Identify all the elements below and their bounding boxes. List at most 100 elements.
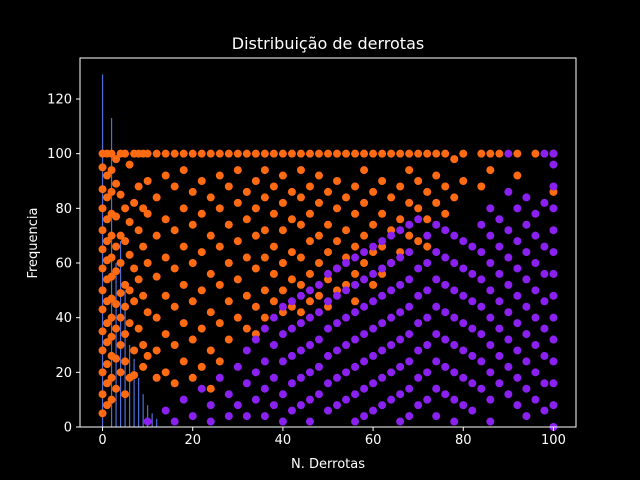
scatter-point-s1-55: [324, 324, 332, 333]
scatter-point-s1-71: [351, 253, 360, 262]
scatter-point-s0-107: [161, 368, 170, 377]
scatter-point-s0-207: [296, 308, 305, 317]
scatter-point-s0-289: [477, 182, 486, 191]
scatter-point-s1-98: [378, 401, 387, 410]
scatter-point-s0-95: [152, 193, 161, 202]
scatter-point-s1-109: [396, 308, 405, 317]
scatter-point-s0-7: [98, 286, 107, 295]
scatter-point-s1-6: [206, 401, 215, 410]
scatter-point-s0-170: [251, 204, 260, 213]
scatter-point-s1-239: [549, 149, 558, 158]
scatter-point-s1-247: [549, 313, 558, 322]
scatter-point-s1-192: [495, 297, 504, 306]
scatter-point-s1-186: [486, 368, 495, 377]
scatter-point-s0-136: [206, 149, 215, 158]
scatter-point-s1-248: [549, 335, 558, 344]
scatter-point-s1-228: [531, 368, 540, 377]
scatter-point-s1-76: [351, 390, 360, 399]
scatter-point-s1-154: [450, 313, 459, 322]
scatter-point-s1-148: [441, 335, 450, 344]
scatter-point-s0-26: [103, 401, 112, 410]
scatter-point-s1-176: [477, 302, 486, 311]
scatter-point-s0-173: [251, 302, 260, 311]
scatter-point-s1-111: [396, 362, 405, 371]
scatter-point-s0-23: [103, 338, 112, 347]
scatter-point-s0-151: [224, 182, 233, 191]
scatter-point-s0-226: [333, 149, 342, 158]
scatter-point-s0-53: [116, 289, 125, 298]
scatter-point-s0-104: [161, 253, 170, 262]
scatter-point-s0-22: [103, 319, 112, 328]
scatter-point-s1-97: [378, 373, 387, 382]
scatter-point-s1-52: [314, 390, 323, 399]
scatter-point-s0-283: [441, 209, 450, 218]
scatter-point-s0-138: [206, 231, 215, 240]
x-axis-label: N. Derrotas: [291, 457, 365, 472]
scatter-point-s1-235: [540, 324, 549, 333]
scatter-point-s0-266: [405, 149, 414, 158]
scatter-point-s0-294: [513, 171, 522, 180]
scatter-point-s1-40: [296, 373, 305, 382]
scatter-point-s0-34: [107, 294, 116, 303]
scatter-point-s0-56: [116, 368, 125, 377]
scatter-point-s0-297: [549, 187, 558, 196]
scatter-point-s1-208: [513, 291, 522, 300]
scatter-point-s0-57: [121, 149, 130, 158]
histogram-bar-11: [156, 418, 158, 427]
scatter-point-s0-146: [215, 242, 224, 251]
scatter-point-s1-166: [468, 242, 477, 251]
scatter-point-s1-209: [513, 319, 522, 328]
x-tick-label-3: 60: [365, 433, 382, 448]
scatter-point-s1-89: [369, 351, 378, 360]
scatter-point-s1-177: [477, 330, 486, 339]
scatter-point-s0-222: [324, 220, 332, 229]
scatter-point-s0-180: [260, 286, 269, 295]
scatter-point-s0-262: [396, 149, 405, 158]
scatter-point-s0-3: [98, 204, 107, 213]
scatter-point-s0-112: [170, 302, 179, 311]
scatter-point-s0-90: [143, 209, 152, 218]
scatter-point-s1-240: [549, 160, 558, 169]
scatter-point-s1-165: [459, 401, 468, 410]
scatter-point-s0-135: [197, 362, 206, 371]
scatter-point-s0-69: [125, 319, 134, 328]
scatter-point-s0-105: [161, 291, 170, 300]
scatter-point-s1-162: [459, 319, 468, 328]
scatter-point-s1-156: [450, 368, 459, 377]
histogram-bar-3: [119, 241, 122, 427]
scatter-point-s0-251: [369, 248, 378, 257]
scatter-point-s0-162: [242, 149, 251, 158]
scatter-point-s0-114: [170, 379, 179, 388]
scatter-point-s0-66: [125, 218, 134, 226]
scatter-point-s0-106: [161, 330, 170, 339]
x-tick-label-0: 0: [98, 433, 106, 448]
scatter-point-s0-42: [112, 212, 121, 221]
scatter-point-s0-270: [414, 149, 423, 158]
scatter-point-s0-224: [324, 275, 332, 284]
scatter-point-s0-202: [296, 166, 305, 175]
scatter-point-s0-282: [441, 182, 450, 191]
scatter-point-s1-172: [468, 406, 477, 415]
scatter-point-s1-74: [351, 335, 360, 344]
scatter-point-s1-108: [396, 280, 405, 289]
scatter-point-s0-51: [116, 231, 125, 240]
scatter-point-s1-105: [387, 395, 396, 404]
scatter-point-s0-145: [215, 204, 224, 213]
scatter-point-s1-226: [531, 313, 540, 322]
scatter-point-s0-110: [170, 226, 179, 235]
scatter-point-s1-123: [414, 264, 423, 273]
scatter-point-s1-242: [549, 204, 558, 213]
scatter-point-s0-47: [112, 354, 121, 363]
scatter-point-s0-98: [152, 313, 161, 322]
scatter-point-s1-29: [278, 357, 287, 366]
scatter-point-s1-61: [333, 319, 342, 328]
scatter-point-s1-103: [387, 341, 396, 349]
scatter-point-s0-247: [360, 259, 369, 267]
scatter-point-s0-250: [369, 220, 378, 229]
scatter-point-s0-4: [98, 226, 107, 235]
scatter-point-s1-203: [504, 362, 513, 371]
scatter-point-s0-231: [333, 286, 342, 295]
histogram-bar-9: [147, 405, 149, 427]
scatter-point-s1-67: [342, 313, 351, 322]
scatter-point-s1-178: [477, 357, 486, 366]
